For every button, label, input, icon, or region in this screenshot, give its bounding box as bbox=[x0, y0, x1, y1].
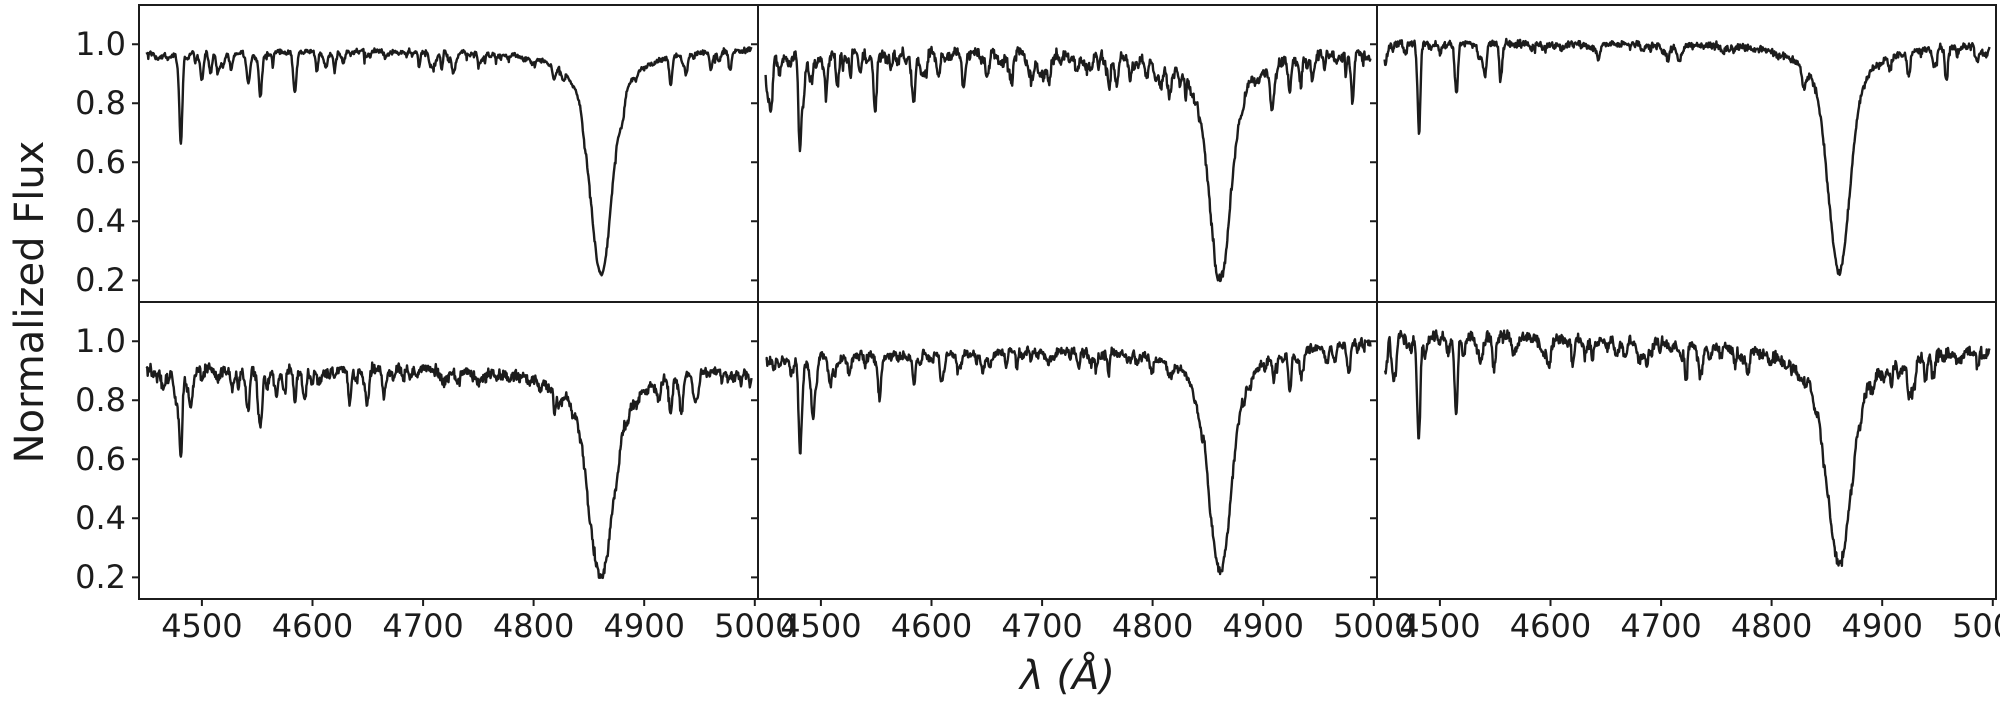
y-tick-label: 0.2 bbox=[75, 558, 126, 597]
spectrum-trace bbox=[145, 361, 753, 580]
spectrum-panel-bottom-middle bbox=[751, 303, 1376, 606]
x-tick-label: 4800 bbox=[492, 607, 575, 645]
y-tick-label: 1.0 bbox=[75, 322, 126, 361]
axis-ticks bbox=[1370, 340, 1994, 606]
axis-ticks bbox=[751, 340, 1375, 606]
spectrum-trace bbox=[145, 46, 753, 277]
x-tick-label: 4900 bbox=[1222, 607, 1304, 645]
axis-ticks bbox=[132, 43, 756, 309]
x-tick-label: 4600 bbox=[271, 607, 354, 645]
y-tick-label: 0.6 bbox=[75, 440, 126, 479]
x-tick-label: 4900 bbox=[603, 607, 685, 645]
x-tick-label: 4900 bbox=[1841, 607, 1923, 645]
y-tick-label: 0.2 bbox=[75, 261, 126, 300]
panel-grid bbox=[132, 4, 1997, 606]
spectrum-trace bbox=[764, 45, 1372, 283]
x-tick-label: 4500 bbox=[1399, 607, 1481, 645]
x-tick-label: 5000 bbox=[714, 607, 796, 645]
x-axis-label: λ (Å) bbox=[1020, 653, 1115, 699]
spectrum-panel-top-left bbox=[132, 6, 757, 309]
x-tick-label: 4800 bbox=[1111, 607, 1194, 645]
x-tick-label: 5000 bbox=[1333, 607, 1415, 645]
spectrum-panel-top-middle bbox=[751, 6, 1376, 309]
y-tick-label: 0.8 bbox=[75, 84, 126, 123]
x-tick-label: 4600 bbox=[890, 607, 973, 645]
y-tick-label: 1.0 bbox=[75, 25, 126, 64]
axis-ticks bbox=[132, 340, 756, 606]
y-tick-label: 0.8 bbox=[75, 381, 126, 420]
x-tick-label: 5000 bbox=[1952, 607, 2000, 645]
x-tick-label: 4500 bbox=[780, 607, 862, 645]
spectrum-trace bbox=[1383, 37, 1991, 277]
x-tick-label: 4600 bbox=[1509, 607, 1592, 645]
x-tick-label: 4700 bbox=[382, 607, 464, 645]
x-tick-label: 4700 bbox=[1620, 607, 1702, 645]
spectrum-trace bbox=[765, 336, 1372, 576]
x-tick-label: 4800 bbox=[1730, 607, 1813, 645]
x-tick-label: 4700 bbox=[1001, 607, 1083, 645]
spectrum-panel-bottom-right bbox=[1370, 303, 1995, 606]
x-tick-label: 4500 bbox=[161, 607, 243, 645]
spectrum-trace bbox=[1383, 329, 1991, 567]
y-tick-label: 0.4 bbox=[75, 202, 126, 241]
axis-ticks bbox=[751, 43, 1375, 309]
axis-ticks bbox=[1370, 43, 1994, 309]
y-tick-label: 0.6 bbox=[75, 143, 126, 182]
spectrum-panel-top-right bbox=[1370, 6, 1995, 309]
spectrum-panel-bottom-left bbox=[132, 303, 757, 606]
y-tick-label: 0.4 bbox=[75, 499, 126, 538]
